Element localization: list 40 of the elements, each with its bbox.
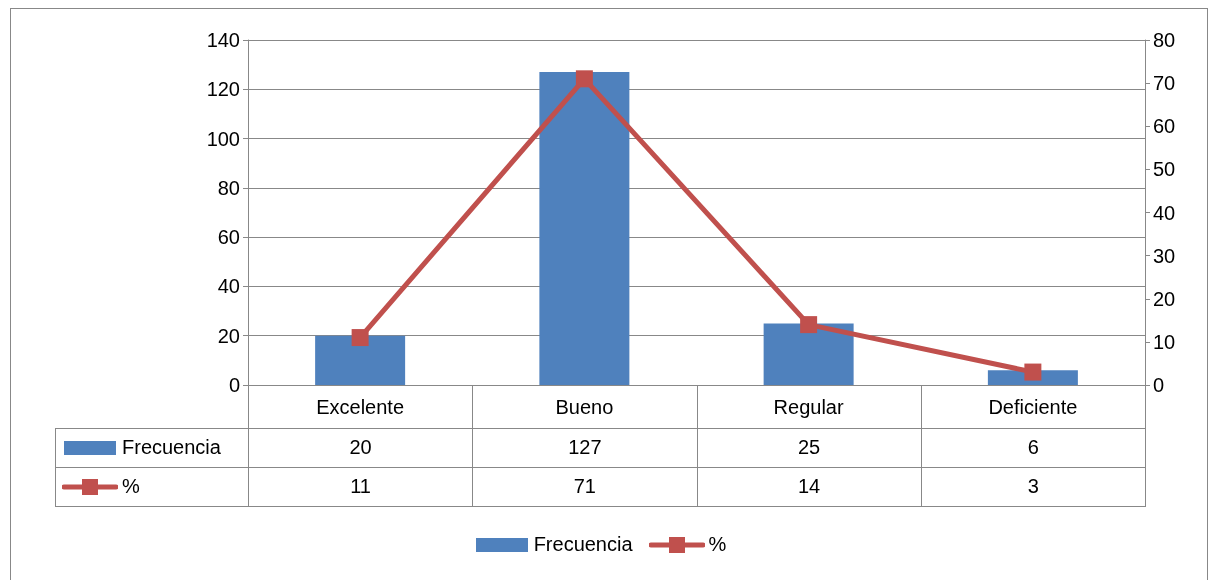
y2-tick-label: 50 <box>1153 158 1176 181</box>
y2-tick-label: 30 <box>1153 244 1176 267</box>
data-label: 6 <box>921 428 1146 467</box>
y-tick-label: 120 <box>206 78 240 101</box>
y-tick-label: 0 <box>228 374 240 396</box>
legend-label: % <box>708 533 727 555</box>
y2-tick-label: 70 <box>1153 72 1176 95</box>
y2-tick-label: 40 <box>1153 201 1176 224</box>
y2-tick-label: 20 <box>1153 287 1176 310</box>
y-tick-label: 100 <box>206 127 240 150</box>
y-tick-label: 140 <box>206 29 240 51</box>
point <box>351 329 369 347</box>
y-tick-label: 80 <box>217 176 240 199</box>
y-tick-label: 20 <box>217 324 240 347</box>
data-label: 20 <box>248 428 473 467</box>
data-label: 11 <box>248 467 473 506</box>
y2-tick-label: 0 <box>1153 374 1165 396</box>
data-label: 71 <box>472 467 697 506</box>
y2-tick-label: 60 <box>1153 115 1176 138</box>
legend-label: Frecuencia <box>122 436 221 458</box>
y2-tick-label: 80 <box>1153 29 1176 51</box>
data-label: 14 <box>697 467 922 506</box>
bar <box>539 72 630 385</box>
text: % <box>122 475 140 497</box>
text: Frecuencia <box>533 533 633 555</box>
x-tick-label: Regular <box>773 396 844 418</box>
bar <box>763 323 854 385</box>
bar <box>315 335 406 385</box>
data-label: 127 <box>472 428 697 467</box>
x-tick-label: Deficiente <box>988 396 1078 418</box>
y-tick-label: 40 <box>217 275 240 298</box>
y-tick-label: 60 <box>217 226 240 249</box>
y2-tick-label: 10 <box>1153 330 1176 353</box>
data-label: 25 <box>697 428 922 467</box>
point <box>1024 363 1042 381</box>
point <box>800 316 818 334</box>
x-tick-label: Bueno <box>555 396 614 418</box>
x-tick-label: Excelente <box>316 396 405 418</box>
point <box>575 70 593 88</box>
data-label: 3 <box>921 467 1146 506</box>
